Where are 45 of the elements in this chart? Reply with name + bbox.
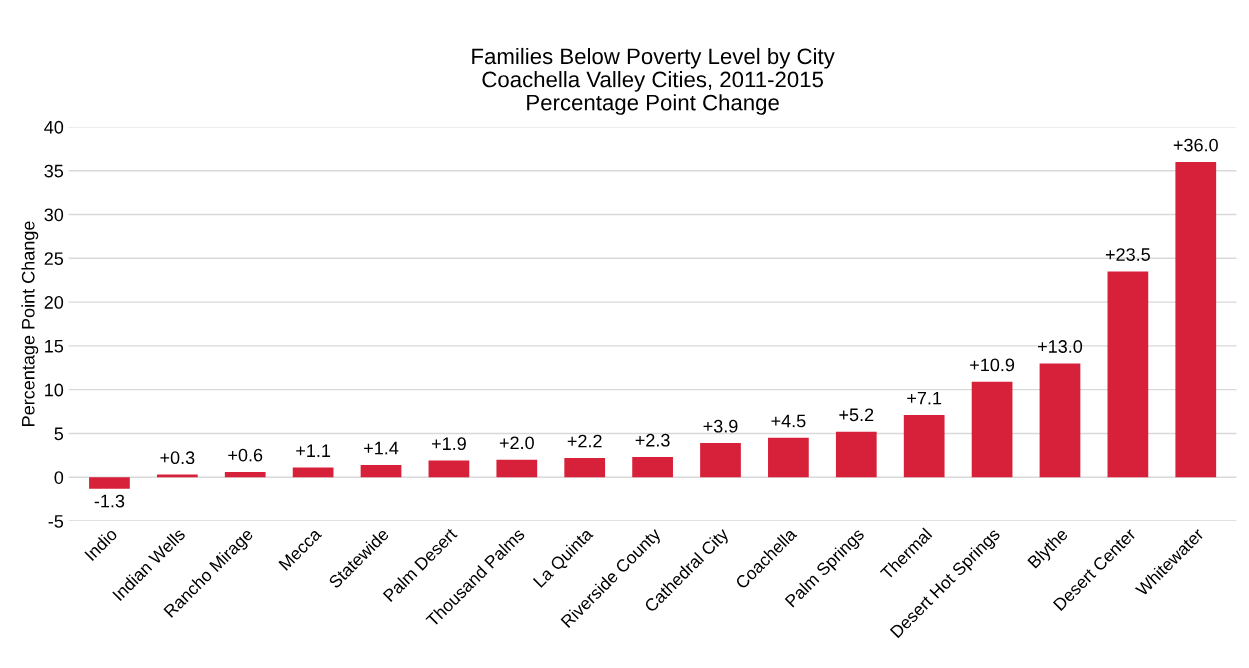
bar <box>768 437 809 478</box>
bar <box>700 443 741 478</box>
data-label: +1.9 <box>431 437 466 451</box>
bar <box>360 464 402 478</box>
data-label: +36.0 <box>1173 138 1218 152</box>
data-label: +10.9 <box>970 358 1015 372</box>
bar <box>632 457 673 478</box>
data-label: +2.2 <box>567 434 602 448</box>
bar <box>903 415 945 478</box>
data-label: +3.9 <box>703 419 738 433</box>
y-tick-label: 35 <box>44 164 64 178</box>
bar <box>224 471 266 478</box>
y-tick-label: 15 <box>45 340 64 353</box>
y-axis-title: Percentage Point Change <box>21 221 39 426</box>
data-label: +4.5 <box>771 414 806 428</box>
y-tick-label: 10 <box>45 383 64 397</box>
bar <box>564 457 606 478</box>
bar <box>428 460 470 478</box>
data-label: +5.2 <box>839 408 874 422</box>
data-label: +1.1 <box>296 444 331 457</box>
bar <box>1039 363 1081 478</box>
y-tick-label: 0 <box>54 471 64 484</box>
bar <box>292 467 334 478</box>
bar <box>1175 161 1217 478</box>
y-tick-label: 25 <box>44 252 64 266</box>
y-tick-label: 40 <box>44 120 64 134</box>
bar <box>89 477 130 489</box>
data-label: +2.3 <box>635 433 670 447</box>
bar <box>496 459 538 478</box>
y-tick-label: -5 <box>48 515 64 528</box>
bar <box>835 431 877 478</box>
data-label: +2.0 <box>499 436 534 450</box>
data-label: +13.0 <box>1038 340 1083 353</box>
y-tick-label: 5 <box>54 427 64 441</box>
y-tick-label: 30 <box>44 208 64 222</box>
data-label: +7.1 <box>907 391 942 405</box>
y-tick-label: 20 <box>44 296 64 309</box>
bar <box>1107 271 1149 478</box>
data-label: +23.5 <box>1105 248 1150 261</box>
chart-title: Families Below Poverty Level by City Coachella Valley Cities, 2011-2015 Percentage Point Change <box>472 47 835 115</box>
data-label: +0.3 <box>160 451 195 465</box>
data-label: -1.3 <box>94 494 125 508</box>
data-label: +1.4 <box>364 441 399 455</box>
bar <box>971 381 1013 478</box>
data-label: +0.6 <box>228 448 263 462</box>
